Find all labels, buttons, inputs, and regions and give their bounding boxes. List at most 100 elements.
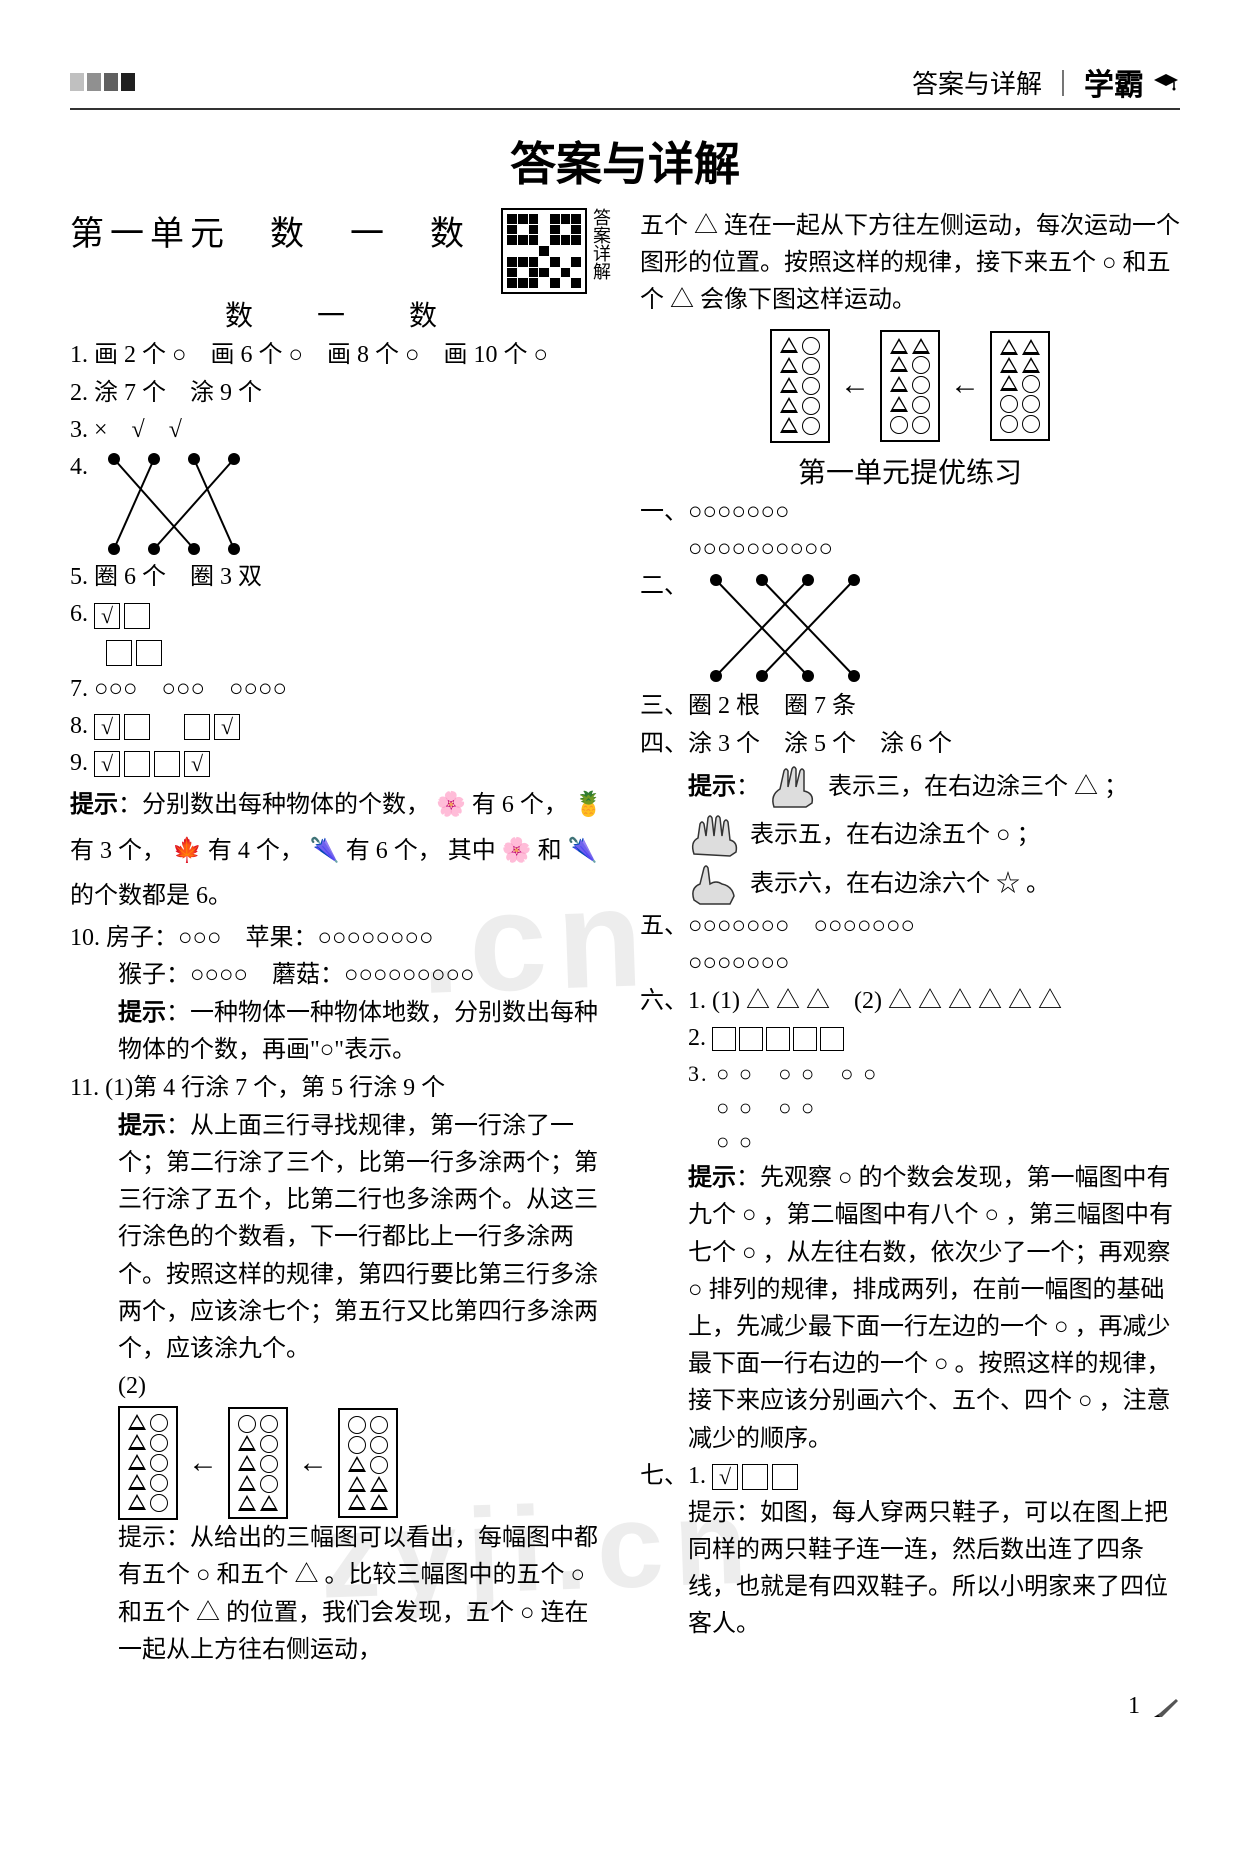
p6-2-num: 2.: [688, 1025, 706, 1051]
q1: 1. 画 2 个 ○ 画 6 个 ○ 画 8 个 ○ 画 10 个 ○: [70, 337, 610, 374]
checkbox-checked-icon: √: [712, 1464, 738, 1490]
q8-num: 8.: [70, 713, 88, 739]
hint-label: 提示: [688, 1164, 736, 1191]
hint-label: 提示: [118, 999, 166, 1026]
hint11-1: 提示：从上面三行寻找规律，第一行涂了一个；第二行涂了三个，比第一行多涂两个；第三…: [70, 1107, 610, 1368]
square-icon: [766, 1027, 790, 1051]
checkbox-icon: [124, 714, 150, 740]
flower-icon: 🌸: [436, 792, 466, 818]
q7: 7. ○○○ ○○○ ○○○○: [70, 671, 610, 708]
p6-3a: 3. ○ ○ ○ ○ ○ ○: [640, 1057, 1180, 1091]
flower-icon: 🌸: [502, 838, 532, 864]
checkbox-icon: [154, 751, 180, 777]
checkbox-checked-icon: √: [94, 603, 120, 629]
hint6: 提示：先观察 ○ 的个数会发现，第一幅图中有九个 ○ ，第二幅图中有八个 ○ ，…: [640, 1159, 1180, 1458]
content-columns: 第一单元 数 一 数 答案详解 数 一 数 1. 画 2 个 ○ 画 6 个 ○…: [70, 208, 1180, 1669]
q10b: 猴子：○○○○ 蘑菇：○○○○○○○○○: [70, 957, 610, 994]
q10a: 10. 房子：○○○ 苹果：○○○○○○○○: [70, 920, 610, 957]
matching-diagram-icon: [104, 449, 244, 559]
q6-row: 6. √: [70, 596, 610, 633]
umbrella-icon: 🌂: [310, 838, 340, 864]
q9-row: 9. √ √: [70, 745, 610, 782]
hint11-2: 提示：从给出的三幅图可以看出，每幅图中都有五个 ○ 和五个 △ 。比较三幅图中的…: [70, 1520, 610, 1669]
q2: 2. 涂 7 个 涂 9 个: [70, 375, 610, 412]
hint10: 提示：一种物体一种物体地数，分别数出每种物体的个数，再画"○"表示。: [70, 994, 610, 1069]
p2-row: 二、: [640, 568, 1180, 688]
q8-row: 8. √ √: [70, 708, 610, 745]
p7-1-row: 七、1. √: [640, 1458, 1180, 1495]
checkbox-icon: [136, 640, 162, 666]
p3: 三、圈 2 根 圈 7 条: [640, 688, 1180, 725]
pencil-icon: [1152, 1695, 1180, 1719]
header-bar: 答案与详解 ｜ 学霸: [70, 60, 1180, 110]
checkbox-icon: [106, 640, 132, 666]
arrow-left-icon: ←: [298, 1440, 328, 1487]
matching-diagram-icon: [704, 568, 864, 688]
q4-row: 4.: [70, 449, 610, 559]
q11a: 11. (1)第 4 行涂 7 个，第 5 行涂 9 个: [70, 1070, 610, 1107]
header-blocks: [70, 73, 135, 91]
q4-num: 4.: [70, 454, 88, 480]
checkbox-icon: [124, 603, 150, 629]
p2-num: 二、: [640, 573, 688, 599]
shape-panel-icon: [118, 1406, 178, 1520]
square-icon: [793, 1027, 817, 1051]
hint-label: 提示: [118, 1112, 166, 1139]
square-icon: [739, 1027, 763, 1051]
p4: 四、涂 3 个 涂 5 个 涂 6 个: [640, 726, 1180, 763]
checkbox-icon: [184, 714, 210, 740]
shape-panel-icon: [338, 1408, 398, 1518]
checkbox-icon: [742, 1464, 768, 1490]
qr-label: 答案详解: [591, 208, 610, 280]
pineapple-icon: 🍍: [574, 792, 604, 818]
p6-2-row: 2.: [640, 1020, 1180, 1057]
header-right: 答案与详解 ｜ 学霸: [912, 60, 1180, 104]
q9-num: 9.: [70, 750, 88, 776]
graduation-cap-icon: [1152, 71, 1180, 93]
hand-five-icon: [688, 814, 744, 860]
brand-text: 学霸: [1084, 60, 1144, 104]
right-column: 五个 △ 连在一起从下方往左侧运动，每次运动一个图形的位置。按照这样的规律，接下…: [640, 208, 1180, 1669]
arrow-left-icon: ←: [840, 362, 870, 409]
sub-title: 数 一 数: [70, 294, 610, 337]
p7-num: 七、1.: [640, 1463, 706, 1489]
arrow-left-icon: ←: [188, 1440, 218, 1487]
q6-num: 6.: [70, 601, 88, 627]
hint-label: 提示: [70, 791, 118, 818]
p6-3c: ○ ○: [640, 1125, 1180, 1159]
leaf-icon: 🍁: [172, 838, 202, 864]
qr-code-icon: [501, 208, 587, 294]
square-icon: [712, 1027, 736, 1051]
unit-title: 第一单元 数 一 数: [70, 208, 491, 261]
hint9: 提示：分别数出每种物体的个数， 🌸 有 6 个， 🍍 有 3 个， 🍁 有 4 …: [70, 782, 610, 920]
p5b: ○○○○○○○: [640, 945, 1180, 982]
q3: 3. × √ √: [70, 412, 610, 449]
shape-panel-icon: [880, 330, 940, 442]
q6-row2: [70, 633, 610, 670]
square-icon: [820, 1027, 844, 1051]
p5a: 五、○○○○○○○ ○○○○○○○: [640, 908, 1180, 945]
hint4: 提示： 表示三，在右边涂三个 △ ； 表示五，在右边涂五个 ○ ； 表示六，在右…: [640, 763, 1180, 908]
checkbox-checked-icon: √: [94, 714, 120, 740]
q11-2-diagram: ← ←: [70, 1405, 610, 1520]
header-label: 答案与详解: [912, 64, 1042, 101]
arrow-left-icon: ←: [950, 362, 980, 409]
shape-panel-icon: [228, 1407, 288, 1519]
footer: 1: [70, 1693, 1180, 1720]
practice-title: 第一单元提优练习: [640, 451, 1180, 494]
hand-six-icon: [688, 862, 744, 908]
p1: 一、○○○○○○○: [640, 494, 1180, 531]
cont-text: 五个 △ 连在一起从下方往左侧运动，每次运动一个图形的位置。按照这样的规律，接下…: [640, 208, 1180, 320]
hint-label: 提示: [688, 773, 736, 800]
p6-3b: ○ ○ ○ ○: [640, 1091, 1180, 1125]
q11-2: (2): [70, 1368, 610, 1405]
p6-1: 六、1. (1) △ △ △ (2) △ △ △ △ △ △: [640, 983, 1180, 1020]
page-number: 1: [1128, 1693, 1140, 1720]
checkbox-checked-icon: √: [184, 751, 210, 777]
right-diagram: ← ←: [640, 328, 1180, 443]
checkbox-checked-icon: √: [214, 714, 240, 740]
checkbox-checked-icon: √: [94, 751, 120, 777]
umbrella-icon: 🌂: [568, 838, 598, 864]
hint7: 提示：如图，每人穿两只鞋子，可以在图上把同样的两只鞋子连一连，然后数出连了四条线…: [640, 1495, 1180, 1644]
hand-three-icon: [766, 765, 822, 811]
